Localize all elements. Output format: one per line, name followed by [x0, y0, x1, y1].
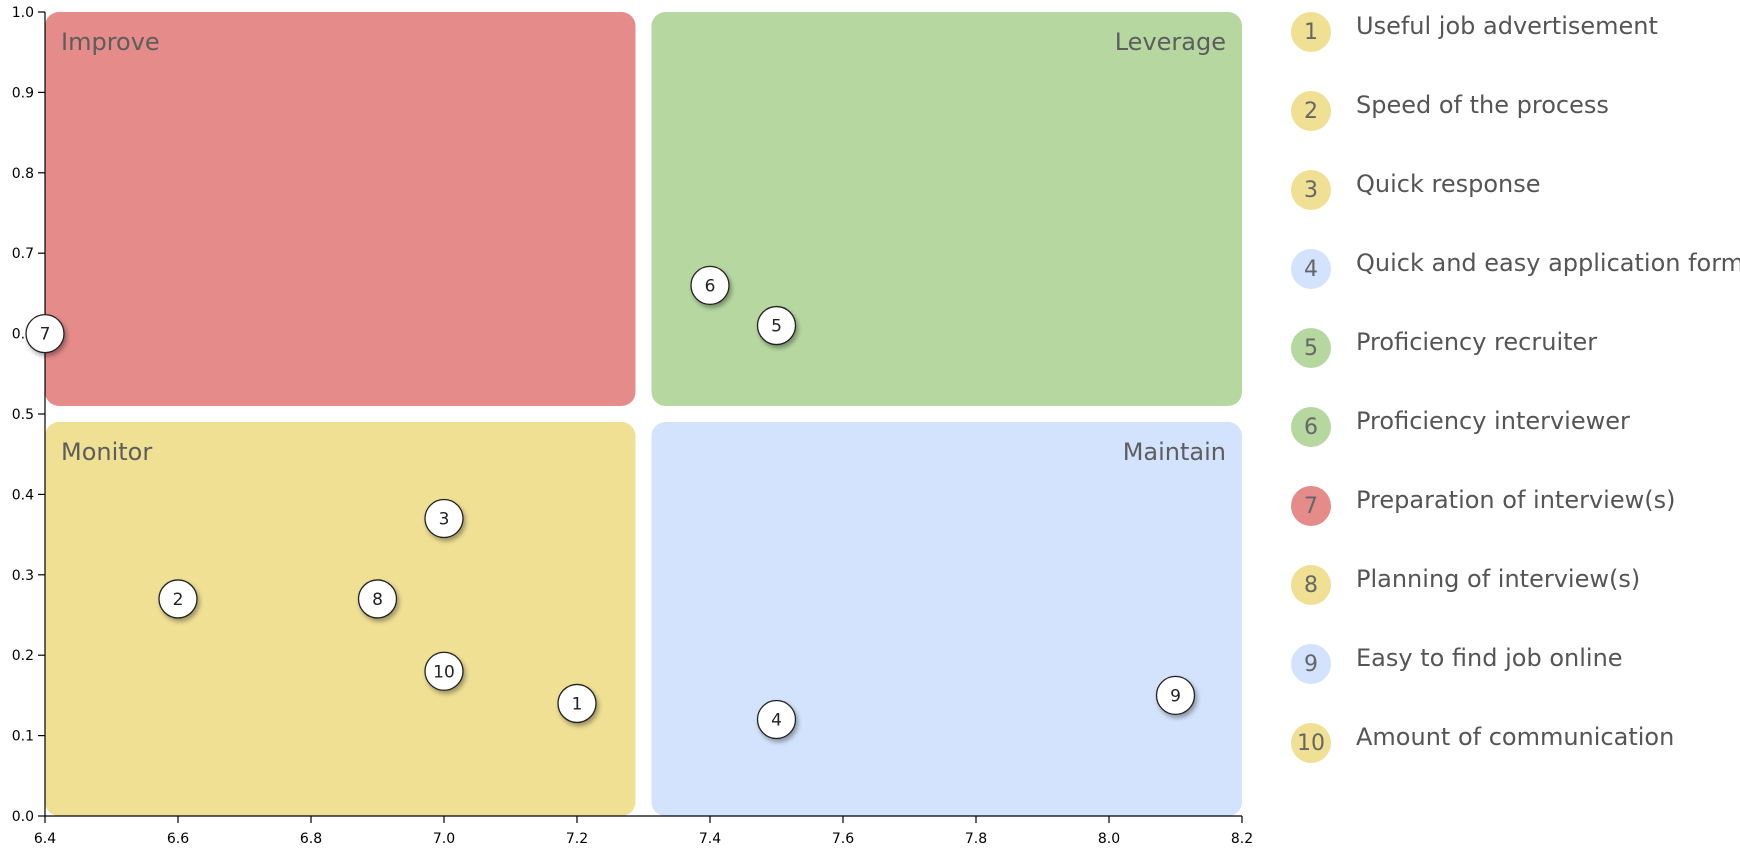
data-point-label: 9 — [1170, 686, 1181, 706]
x-tick-label: 6.6 — [167, 831, 189, 847]
y-tick-label: 0.9 — [12, 85, 34, 101]
data-point-label: 6 — [705, 276, 716, 296]
quadrant-improve-area — [45, 12, 636, 406]
x-tick-label: 8.2 — [1231, 831, 1253, 847]
data-point-marker[interactable] — [357, 579, 398, 619]
data-point-6[interactable]: 6 — [690, 265, 730, 306]
y-tick-label: 0.1 — [12, 729, 34, 745]
data-point-label: 10 — [433, 662, 455, 682]
quadrant-maintain: Maintain — [651, 422, 1242, 816]
data-point-4[interactable]: 4 — [756, 699, 797, 740]
y-tick-label: 0.8 — [12, 166, 34, 182]
x-tick-label: 6.4 — [34, 831, 56, 847]
legend-label: Proficiency interviewer — [1356, 407, 1630, 435]
data-point-label: 7 — [40, 325, 51, 345]
data-point-marker[interactable] — [557, 683, 597, 724]
y-tick-label: 0.2 — [12, 648, 34, 664]
data-point-label: 1 — [572, 694, 583, 714]
legend-label: Easy to find job online — [1356, 644, 1623, 672]
quadrant-leverage: Leverage — [651, 12, 1242, 406]
data-point-marker[interactable] — [424, 498, 464, 539]
data-point-marker[interactable] — [690, 265, 730, 306]
y-tick-label: 0.4 — [12, 487, 34, 503]
legend-label: Quick response — [1356, 170, 1541, 198]
legend-label: Amount of communication — [1356, 723, 1675, 751]
y-tick-label: 0.3 — [12, 568, 34, 584]
quadrant-maintain-area — [651, 422, 1242, 816]
data-point-marker[interactable] — [424, 651, 464, 691]
data-point-10[interactable]: 10 — [424, 651, 464, 691]
data-point-marker[interactable] — [1155, 675, 1196, 716]
data-point-1[interactable]: 1 — [557, 683, 597, 724]
data-point-3[interactable]: 3 — [424, 498, 464, 539]
quadrant-label-maintain: Maintain — [1123, 438, 1226, 466]
chart-canvas: Improve Leverage Monitor Maintain 0.0 0.1 0.2… — [12, 5, 1253, 847]
legend-label: Planning of interview(s) — [1356, 565, 1641, 593]
y-tick-label: 0.5 — [12, 407, 34, 423]
x-tick-label: 7.6 — [832, 831, 854, 847]
y-tick-label: 0.7 — [12, 246, 34, 262]
legend-label: Quick and easy application form — [1356, 249, 1740, 277]
legend-badge: 7 — [1291, 486, 1331, 526]
data-point-label: 8 — [372, 590, 383, 610]
quadrant-monitor: Monitor — [45, 422, 636, 816]
legend-badge: 10 — [1291, 723, 1331, 763]
y-tick-label: 0.0 — [12, 809, 34, 825]
legend-badge: 6 — [1291, 407, 1331, 447]
quadrant-leverage-area — [651, 12, 1242, 406]
data-point-marker[interactable] — [158, 579, 198, 619]
legend-badge: 1 — [1291, 12, 1331, 52]
quadrant-improve: Improve — [45, 12, 636, 406]
data-point-label: 5 — [771, 317, 782, 337]
x-tick-label: 8.0 — [1098, 831, 1120, 847]
data-point-label: 3 — [439, 510, 450, 530]
legend-item: 1 Useful job advertisement — [1280, 8, 1740, 87]
legend-badge: 9 — [1291, 644, 1331, 684]
quadrant-monitor-area — [45, 422, 636, 816]
x-tick-label: 7.2 — [566, 831, 588, 847]
legend-badge: 4 — [1291, 249, 1331, 289]
data-point-label: 2 — [173, 590, 184, 610]
legend-item: 10 Amount of communication — [1280, 719, 1740, 798]
quadrant-label-leverage: Leverage — [1115, 28, 1226, 56]
legend-item: 9 Easy to find job online — [1280, 640, 1740, 719]
data-point-marker[interactable] — [756, 699, 797, 740]
legend-label: Useful job advertisement — [1356, 12, 1658, 40]
data-point-label: 4 — [771, 711, 782, 731]
x-tick-label: 7.0 — [433, 831, 455, 847]
legend-label: Proficiency recruiter — [1356, 328, 1598, 356]
quadrant-label-improve: Improve — [61, 28, 160, 56]
data-point-marker[interactable] — [25, 313, 65, 354]
data-point-5[interactable]: 5 — [756, 305, 797, 346]
x-tick-label: 6.8 — [300, 831, 322, 847]
data-point-9[interactable]: 9 — [1155, 675, 1196, 716]
data-point-marker[interactable] — [756, 305, 797, 346]
quadrant-chart: Improve Leverage Monitor Maintain 0.0 0.1 0.2… — [12, 5, 1253, 847]
legend-badge: 3 — [1291, 170, 1331, 210]
y-tick-label: 1.0 — [12, 5, 34, 21]
legend-item: 2 Speed of the process — [1280, 87, 1740, 166]
data-point-2[interactable]: 2 — [158, 579, 198, 619]
data-point-8[interactable]: 8 — [357, 579, 398, 619]
legend-badge: 2 — [1291, 91, 1331, 131]
legend-item: 6 Proficiency interviewer — [1280, 403, 1740, 482]
legend-badge: 5 — [1291, 328, 1331, 368]
legend-label: Speed of the process — [1356, 91, 1609, 119]
legend-item: 8 Planning of interview(s) — [1280, 561, 1740, 640]
legend-label: Preparation of interview(s) — [1356, 486, 1676, 514]
legend-item: 7 Preparation of interview(s) — [1280, 482, 1740, 561]
x-tick-label: 7.8 — [965, 831, 987, 847]
quadrant-label-monitor: Monitor — [61, 438, 152, 466]
legend-badge: 8 — [1291, 565, 1331, 605]
legend-item: 3 Quick response — [1280, 166, 1740, 245]
legend: 1 Useful job advertisement 2 Speed of the p… — [1280, 8, 1740, 798]
data-point-7[interactable]: 7 — [25, 313, 65, 354]
legend-item: 4 Quick and easy application form — [1280, 245, 1740, 324]
x-tick-label: 7.4 — [699, 831, 721, 847]
legend-item: 5 Proficiency recruiter — [1280, 324, 1740, 403]
